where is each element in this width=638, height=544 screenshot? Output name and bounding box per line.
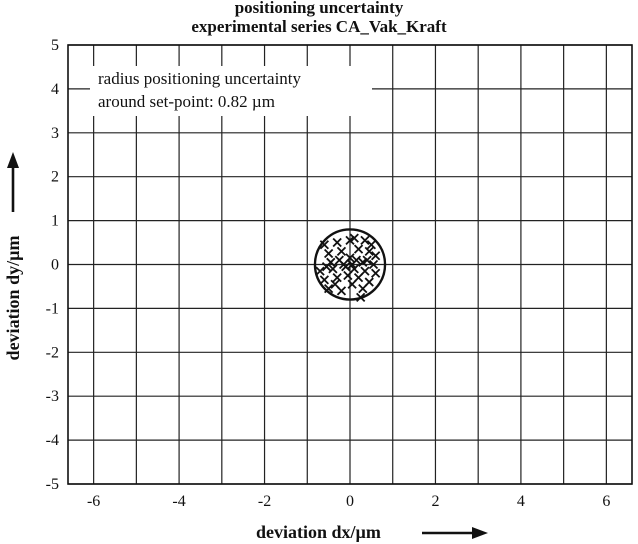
marker-stroke [336,286,347,296]
data-point-marker [332,237,342,248]
marker-stroke [323,284,334,294]
x-tick-labels: -6 -4 -2 0 2 4 6 [87,493,610,510]
data-point-marker [332,273,342,283]
x-tick-label: 6 [602,493,610,510]
y-arrow-head [7,152,19,168]
data-point-marker [366,240,377,250]
marker-stroke [347,259,357,270]
marker-stroke [328,264,338,274]
data-point-marker [370,268,381,278]
marker-stroke [370,268,381,278]
marker-stroke [370,251,381,261]
chart-title: positioning uncertainty [234,0,404,17]
y-tick-labels: 5 4 3 2 1 0 -1 -2 -3 -4 -5 [46,37,59,493]
marker-stroke [347,279,357,289]
data-point-marker [321,262,332,272]
y-tick-label: 1 [51,213,59,230]
marker-stroke [368,259,379,270]
annotation-line-1: radius positioning uncertainty [98,69,302,88]
data-point-marker [358,284,368,294]
data-point-marker [349,233,359,243]
y-tick-label: 4 [51,81,59,98]
x-axis-label: deviation dx/µm [256,522,381,542]
y-tick-label: 2 [51,169,59,186]
marker-stroke [319,240,330,250]
y-tick-label: -3 [46,388,59,405]
marker-stroke [356,292,366,303]
y-tick-label: -1 [46,300,59,317]
marker-stroke [358,284,368,294]
marker-stroke [362,255,372,265]
plot-frame [67,44,633,485]
x-tick-label: 4 [517,493,525,510]
data-point-marker [347,259,357,270]
marker-stroke [319,275,330,285]
x-axis-arrow-icon [422,527,488,539]
data-point-marker [343,270,353,281]
marker-stroke [364,246,374,256]
data-point-marker [370,251,381,261]
x-tick-label: -4 [172,493,185,510]
x-arrow-head [472,527,488,539]
x-tick-label: 2 [431,493,439,510]
data-point-marker [353,244,364,254]
y-tick-label: -5 [46,476,59,493]
data-point-marker [360,235,370,245]
x-tick-label: -6 [87,493,100,510]
data-point-marker [319,240,330,250]
data-point-marker [323,248,334,259]
marker-stroke [315,266,325,276]
data-point-marker [330,279,340,289]
marker-stroke [334,255,344,265]
marker-stroke [332,273,342,283]
y-tick-label: -2 [46,344,59,361]
uncertainty-circle [313,228,387,301]
marker-stroke [321,262,332,272]
data-point-marker [328,264,338,274]
marker-stroke [330,279,340,289]
data-points [315,233,381,303]
marker-stroke [332,237,342,248]
data-point-marker [368,259,379,270]
x-tick-label: 0 [346,493,354,510]
y-tick-label: 5 [51,37,59,54]
data-point-marker [338,259,349,270]
data-point-marker [347,279,357,289]
data-point-marker [364,246,374,256]
marker-stroke [336,246,347,256]
annotation-line-2: around set-point: 0.82 µm [98,92,275,111]
data-point-marker [356,292,366,303]
marker-stroke [366,240,377,250]
marker-stroke [323,248,334,259]
x-tick-label: -2 [258,493,271,510]
marker-stroke [353,244,364,254]
marker-stroke [343,270,353,281]
y-tick-label: 3 [51,125,59,142]
y-axis-label: deviation dy/µm [3,236,23,361]
annotation-background [90,66,372,116]
marker-stroke [349,233,359,243]
marker-stroke [338,259,349,270]
data-point-marker [362,255,372,265]
data-point-marker [315,266,325,276]
y-tick-label: 0 [51,257,59,274]
y-axis-arrow-icon [7,152,19,212]
data-point-marker [323,284,334,294]
chart-subtitle: experimental series CA_Vak_Kraft [191,17,447,36]
data-point-marker [319,275,330,285]
data-point-marker [336,246,347,256]
marker-stroke [360,235,370,245]
y-tick-label: -4 [46,432,59,449]
